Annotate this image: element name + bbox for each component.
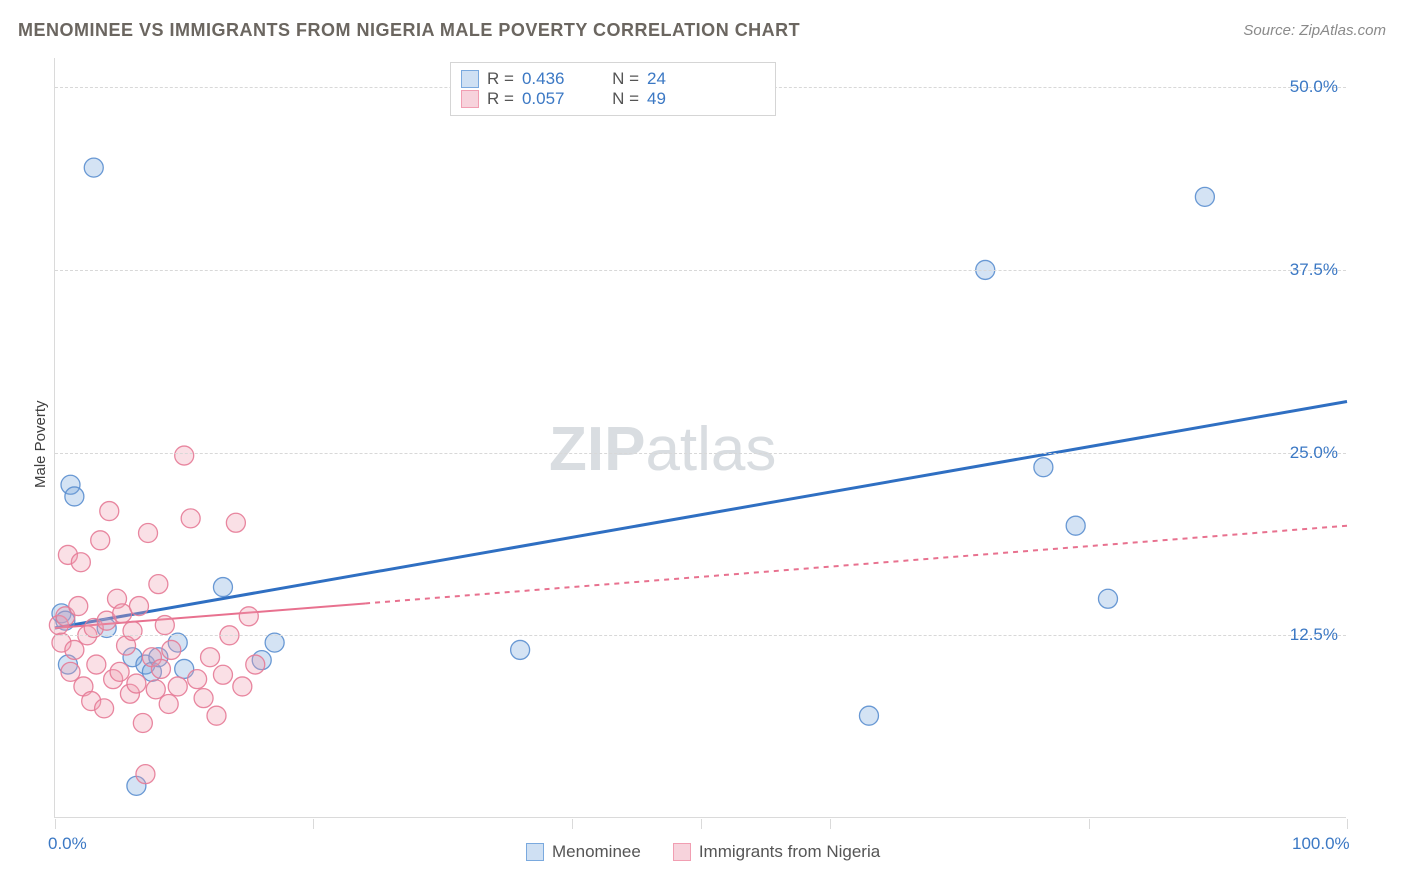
r-value: 0.057	[522, 89, 582, 109]
series-legend: Menominee Immigrants from Nigeria	[526, 842, 880, 862]
legend-item: Immigrants from Nigeria	[673, 842, 880, 862]
regression-line	[55, 401, 1347, 628]
stats-legend-row: R = 0.057 N = 49	[461, 89, 765, 109]
data-point	[129, 597, 148, 616]
data-point	[207, 706, 226, 725]
data-point	[71, 553, 90, 572]
data-point	[155, 616, 174, 635]
data-point	[511, 640, 530, 659]
x-tick	[55, 819, 56, 829]
gridline	[55, 453, 1346, 454]
data-point	[239, 607, 258, 626]
n-label: N =	[612, 89, 639, 109]
data-point	[69, 597, 88, 616]
x-tick	[313, 819, 314, 829]
data-point	[65, 487, 84, 506]
stats-legend-row: R = 0.436 N = 24	[461, 69, 765, 89]
data-point	[1195, 187, 1214, 206]
legend-swatch	[526, 843, 544, 861]
x-tick	[701, 819, 702, 829]
x-end-label: 100.0%	[1292, 834, 1350, 854]
data-point	[159, 695, 178, 714]
r-value: 0.436	[522, 69, 582, 89]
data-point	[168, 677, 187, 696]
statistics-legend: R = 0.436 N = 24R = 0.057 N = 49	[450, 62, 776, 116]
data-point	[95, 699, 114, 718]
data-point	[136, 765, 155, 784]
source-prefix: Source:	[1243, 22, 1299, 39]
data-point	[87, 655, 106, 674]
n-value: 49	[647, 89, 666, 109]
x-tick	[572, 819, 573, 829]
legend-label: Menominee	[552, 842, 641, 862]
x-tick	[1089, 819, 1090, 829]
data-point	[162, 640, 181, 659]
r-label: R =	[487, 89, 514, 109]
gridline	[55, 635, 1346, 636]
regression-line-dashed	[365, 526, 1347, 604]
x-start-label: 0.0%	[48, 834, 87, 854]
data-point	[133, 714, 152, 733]
y-tick-label: 25.0%	[1290, 443, 1338, 463]
y-tick-label: 12.5%	[1290, 625, 1338, 645]
data-point	[91, 531, 110, 550]
data-point	[110, 662, 129, 681]
legend-label: Immigrants from Nigeria	[699, 842, 880, 862]
data-point	[213, 578, 232, 597]
n-value: 24	[647, 69, 666, 89]
x-tick	[1347, 819, 1348, 829]
data-point	[226, 513, 245, 532]
data-point	[1066, 516, 1085, 535]
legend-swatch	[461, 90, 479, 108]
n-label: N =	[612, 69, 639, 89]
y-axis-label: Male Poverty	[32, 400, 49, 488]
gridline	[55, 270, 1346, 271]
data-point	[149, 575, 168, 594]
data-point	[113, 604, 132, 623]
data-point	[1098, 589, 1117, 608]
scatter-plot-area: ZIPatlas 12.5%25.0%37.5%50.0%	[54, 58, 1346, 818]
y-tick-label: 50.0%	[1290, 77, 1338, 97]
data-point	[859, 706, 878, 725]
data-point	[139, 524, 158, 543]
r-label: R =	[487, 69, 514, 89]
data-point	[151, 659, 170, 678]
legend-swatch	[461, 70, 479, 88]
legend-swatch	[673, 843, 691, 861]
data-point	[201, 648, 220, 667]
data-point	[246, 655, 265, 674]
legend-item: Menominee	[526, 842, 641, 862]
plot-svg	[55, 58, 1347, 818]
x-tick	[830, 819, 831, 829]
data-point	[233, 677, 252, 696]
data-point	[213, 665, 232, 684]
source-attribution: Source: ZipAtlas.com	[1243, 22, 1386, 39]
data-point	[123, 621, 142, 640]
source-name: ZipAtlas.com	[1299, 22, 1386, 39]
data-point	[100, 502, 119, 521]
chart-title: MENOMINEE VS IMMIGRANTS FROM NIGERIA MAL…	[18, 20, 800, 41]
data-point	[188, 670, 207, 689]
data-point	[127, 674, 146, 693]
data-point	[175, 446, 194, 465]
data-point	[84, 158, 103, 177]
data-point	[1034, 458, 1053, 477]
data-point	[194, 689, 213, 708]
y-tick-label: 37.5%	[1290, 260, 1338, 280]
data-point	[181, 509, 200, 528]
